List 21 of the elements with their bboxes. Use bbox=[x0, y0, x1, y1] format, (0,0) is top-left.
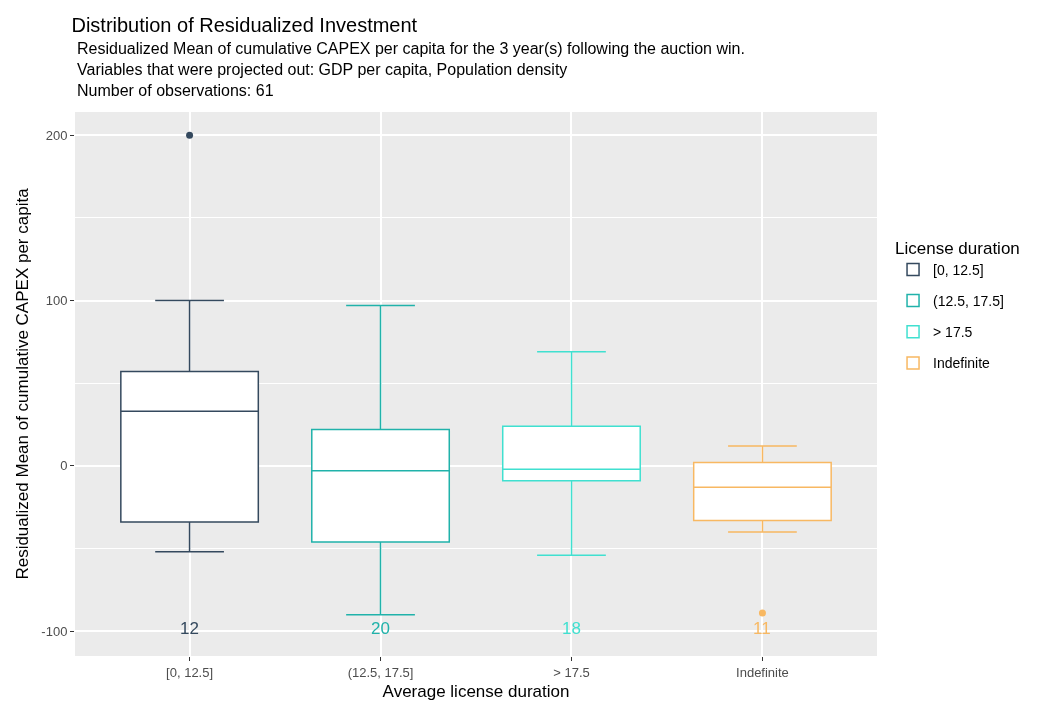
annotation: 18 bbox=[562, 619, 581, 638]
x-tick-label: (12.5, 17.5] bbox=[347, 664, 414, 680]
y-tick-label: 100 bbox=[45, 293, 68, 309]
legend-label: [0, 12.5] bbox=[933, 261, 984, 278]
annotation: 11 bbox=[753, 619, 771, 638]
annotation: 12 bbox=[180, 619, 199, 638]
legend-label: Indefinite bbox=[933, 355, 991, 372]
y-axis-title: Residualized Mean of cumulative CAPEX per capita bbox=[12, 187, 32, 580]
x-axis-title: Average license duration bbox=[382, 682, 570, 701]
chart-subtitle: Residualized Mean of cumulative CAPEX per capita for the 3 year(s) following the auction win. Variables that were projected out: GDP per capita, Population density Number of observations: 61 bbox=[77, 40, 745, 99]
legend-label: (12.5, 17.5] bbox=[933, 293, 1004, 310]
x-tick-label: [0, 12.5] bbox=[166, 664, 214, 680]
x-tick-label: > 17.5 bbox=[553, 664, 590, 680]
chart-title: Distribution of Residualized Investment bbox=[71, 13, 418, 36]
y-tick-label: 200 bbox=[45, 127, 68, 143]
x-tick-label: Indefinite bbox=[736, 664, 789, 680]
y-tick-label: 0 bbox=[60, 458, 68, 474]
legend-title: License duration bbox=[895, 238, 1020, 258]
legend-label: > 17.5 bbox=[933, 324, 973, 341]
y-tick-label: -100 bbox=[41, 623, 68, 639]
annotation: 20 bbox=[371, 619, 390, 638]
